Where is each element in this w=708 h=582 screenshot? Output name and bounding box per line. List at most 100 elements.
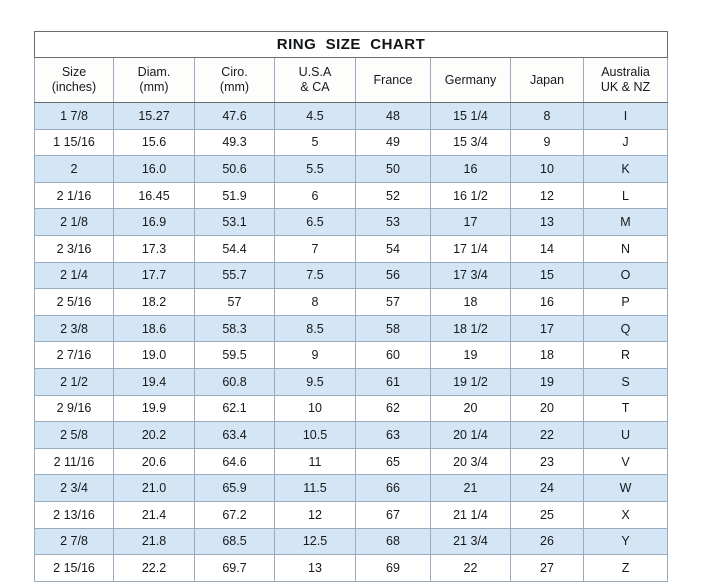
table-cell: Q [582, 314, 669, 343]
table-cell: 2 5/16 [34, 288, 114, 316]
table-cell: 62.1 [194, 394, 275, 423]
table-cell: 10 [510, 155, 584, 183]
table-cell: 22.2 [113, 554, 195, 582]
table-cell: P [582, 288, 669, 316]
table-cell: 13 [510, 208, 584, 236]
table-cell: 21 [430, 474, 511, 502]
ring-size-chart-container: RING SIZE CHART Size (inches) Diam. (mm) Cir… [34, 31, 669, 582]
table-cell: 15.6 [113, 128, 195, 157]
column-header-line2: (inches) [51, 80, 97, 94]
table-cell: 8 [274, 288, 356, 316]
table-cell: 2 3/8 [34, 314, 114, 343]
table-cell: 9 [274, 341, 356, 369]
table-row: 2 15/16 22.2 69.7 13 69 22 27 Z [34, 554, 669, 582]
table-cell: 23 [510, 447, 584, 476]
table-cell: 26 [510, 527, 584, 556]
table-cell: 65 [355, 447, 431, 476]
table-row: 1 7/8 15.27 47.6 4.5 48 15 1/4 8 I [34, 102, 669, 130]
table-cell: 67.2 [194, 500, 275, 529]
table-row: 2 3/8 18.6 58.3 8.5 58 18 1/2 17 Q [34, 314, 669, 343]
table-cell: 49 [355, 128, 431, 157]
table-cell: 17.7 [113, 261, 195, 290]
page-root: RING SIZE CHART Size (inches) Diam. (mm) Cir… [34, 31, 669, 582]
column-header-line1: Ciro. [221, 65, 248, 80]
table-cell: 6.5 [274, 208, 356, 236]
table-cell: 17.3 [113, 234, 195, 263]
table-cell: 47.6 [194, 102, 275, 130]
column-header-6: Japan [510, 57, 584, 103]
table-cell: 19 [430, 341, 511, 369]
table-cell: 18.2 [113, 288, 195, 316]
table-row: 2 1/8 16.9 53.1 6.5 53 17 13 M [34, 208, 669, 236]
table-cell: 2 7/16 [34, 341, 114, 369]
table-cell: 20 [510, 394, 584, 423]
table-cell: 68.5 [194, 527, 275, 556]
table-cell: 2 11/16 [34, 447, 114, 476]
table-cell: 53 [355, 208, 431, 236]
column-header-line2: & CA [300, 80, 330, 94]
table-cell: 21 1/4 [430, 500, 511, 529]
table-cell: 16.9 [113, 208, 195, 236]
table-cell: 2 3/4 [34, 474, 114, 502]
table-cell: 1 15/16 [34, 128, 114, 157]
table-cell: 8.5 [274, 314, 356, 343]
table-cell: 7.5 [274, 261, 356, 290]
table-cell: 13 [274, 554, 356, 582]
table-cell: 15 3/4 [430, 128, 511, 157]
column-header-4: France [355, 57, 431, 103]
table-row: 2 7/8 21.8 68.5 12.5 68 21 3/4 26 Y [34, 527, 669, 556]
table-cell: V [582, 447, 669, 476]
table-cell: 56 [355, 261, 431, 290]
table-cell: N [582, 234, 669, 263]
table-cell: 21.8 [113, 527, 195, 556]
table-cell: 19.9 [113, 394, 195, 423]
table-cell: W [582, 474, 669, 502]
table-cell: 63.4 [194, 421, 275, 449]
table-row: 2 13/16 21.4 67.2 12 67 21 1/4 25 X [34, 500, 669, 529]
table-row: 2 5/8 20.2 63.4 10.5 63 20 1/4 22 U [34, 421, 669, 449]
table-cell: 18 [510, 341, 584, 369]
table-cell: X [582, 500, 669, 529]
column-header-2: Ciro. (mm) [194, 57, 275, 103]
table-cell: 12 [510, 181, 584, 210]
table-cell: 16 1/2 [430, 181, 511, 210]
table-cell: 15 [510, 261, 584, 290]
table-cell: J [582, 128, 669, 157]
table-cell: 15 1/4 [430, 102, 511, 130]
ring-size-table: RING SIZE CHART Size (inches) Diam. (mm) Cir… [34, 31, 669, 582]
table-cell: 16.45 [113, 181, 195, 210]
table-cell: 2 13/16 [34, 500, 114, 529]
table-cell: 53.1 [194, 208, 275, 236]
table-cell: 5 [274, 128, 356, 157]
table-cell: 17 [510, 314, 584, 343]
table-cell: 16 [510, 288, 584, 316]
column-header-line1: Diam. [137, 65, 171, 80]
table-cell: 58.3 [194, 314, 275, 343]
table-cell: 2 1/2 [34, 367, 114, 396]
table-header: RING SIZE CHART Size (inches) Diam. (mm) Cir… [34, 31, 669, 103]
table-row: 2 3/4 21.0 65.9 11.5 66 21 24 W [34, 474, 669, 502]
table-cell: Y [582, 527, 669, 556]
table-cell: 11.5 [274, 474, 356, 502]
table-cell: 19 1/2 [430, 367, 511, 396]
table-body: 1 7/8 15.27 47.6 4.5 48 15 1/4 8 I 1 15/16 15.6 49… [34, 102, 669, 582]
column-header-7: Australia UK & NZ [582, 57, 669, 103]
table-cell: 24 [510, 474, 584, 502]
table-cell: 18 [430, 288, 511, 316]
table-cell: 17 3/4 [430, 261, 511, 290]
table-cell: 27 [510, 554, 584, 582]
table-cell: O [582, 261, 669, 290]
table-cell: 2 1/16 [34, 181, 114, 210]
table-row: 2 9/16 19.9 62.1 10 62 20 20 T [34, 394, 669, 423]
table-cell: 12.5 [274, 527, 356, 556]
table-cell: U [582, 421, 669, 449]
table-cell: 16.0 [113, 155, 195, 183]
table-cell: 11 [274, 447, 356, 476]
table-cell: 21.0 [113, 474, 195, 502]
table-cell: M [582, 208, 669, 236]
table-row: 2 3/16 17.3 54.4 7 54 17 1/4 14 N [34, 234, 669, 263]
table-cell: 18.6 [113, 314, 195, 343]
table-cell: 17 1/4 [430, 234, 511, 263]
table-cell: 15.27 [113, 102, 195, 130]
column-header-line1: Japan [529, 72, 565, 87]
